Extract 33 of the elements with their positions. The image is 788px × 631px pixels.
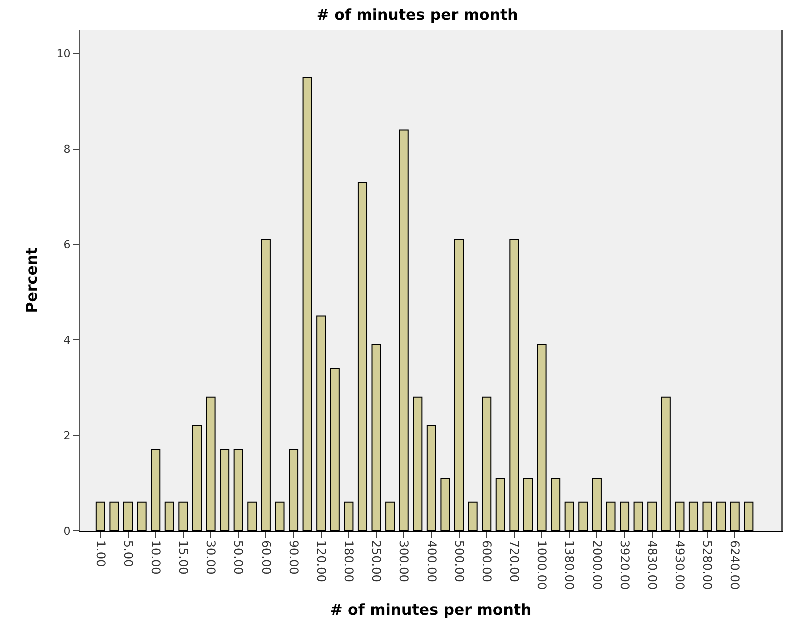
- x-tick-label: 60.00: [259, 540, 274, 575]
- x-tick-label: 15.00: [176, 540, 191, 575]
- y-tick-label: 4: [64, 334, 71, 347]
- x-tick-label: 50.00: [232, 540, 246, 575]
- y-tick-label: 0: [64, 524, 71, 538]
- x-tick-label: 4930.00: [673, 540, 688, 590]
- x-tick-label: 180.00: [342, 540, 356, 582]
- x-tick-label: 120.00: [314, 540, 328, 582]
- x-tick-label: 30.00: [204, 540, 218, 575]
- x-tick-label: 6240.00: [728, 540, 742, 590]
- x-tick-label: 4830.00: [645, 540, 660, 590]
- x-tick-label: 250.00: [370, 540, 384, 582]
- y-tick-label: 6: [64, 238, 71, 252]
- y-tick-label: 10: [56, 48, 71, 61]
- x-axis-title: # of minutes per month: [330, 601, 532, 620]
- x-tick-label: 500.00: [452, 540, 466, 582]
- x-tick-label: 3920.00: [618, 540, 632, 590]
- x-tick-label: 5280.00: [700, 540, 715, 590]
- x-tick-label: 1000.00: [535, 540, 550, 590]
- x-tick-label: 400.00: [424, 540, 439, 582]
- x-tick-label: 90.00: [286, 540, 301, 575]
- x-tick-label: 2000.00: [590, 540, 604, 590]
- x-tick-label: 5.00: [121, 540, 136, 568]
- x-tick-label: 1380.00: [562, 540, 577, 590]
- y-tick-label: 8: [64, 143, 71, 156]
- chart-title: # of minutes per month: [316, 6, 518, 24]
- x-tick-label: 300.00: [397, 540, 412, 582]
- x-tick-label: 10.00: [148, 540, 163, 575]
- y-tick-label: 2: [64, 429, 71, 442]
- x-tick-label: 600.00: [480, 540, 494, 582]
- x-tick-label: 720.00: [508, 540, 522, 582]
- x-tick-label: 1.00: [94, 540, 108, 568]
- y-axis-title: Percent: [23, 248, 42, 314]
